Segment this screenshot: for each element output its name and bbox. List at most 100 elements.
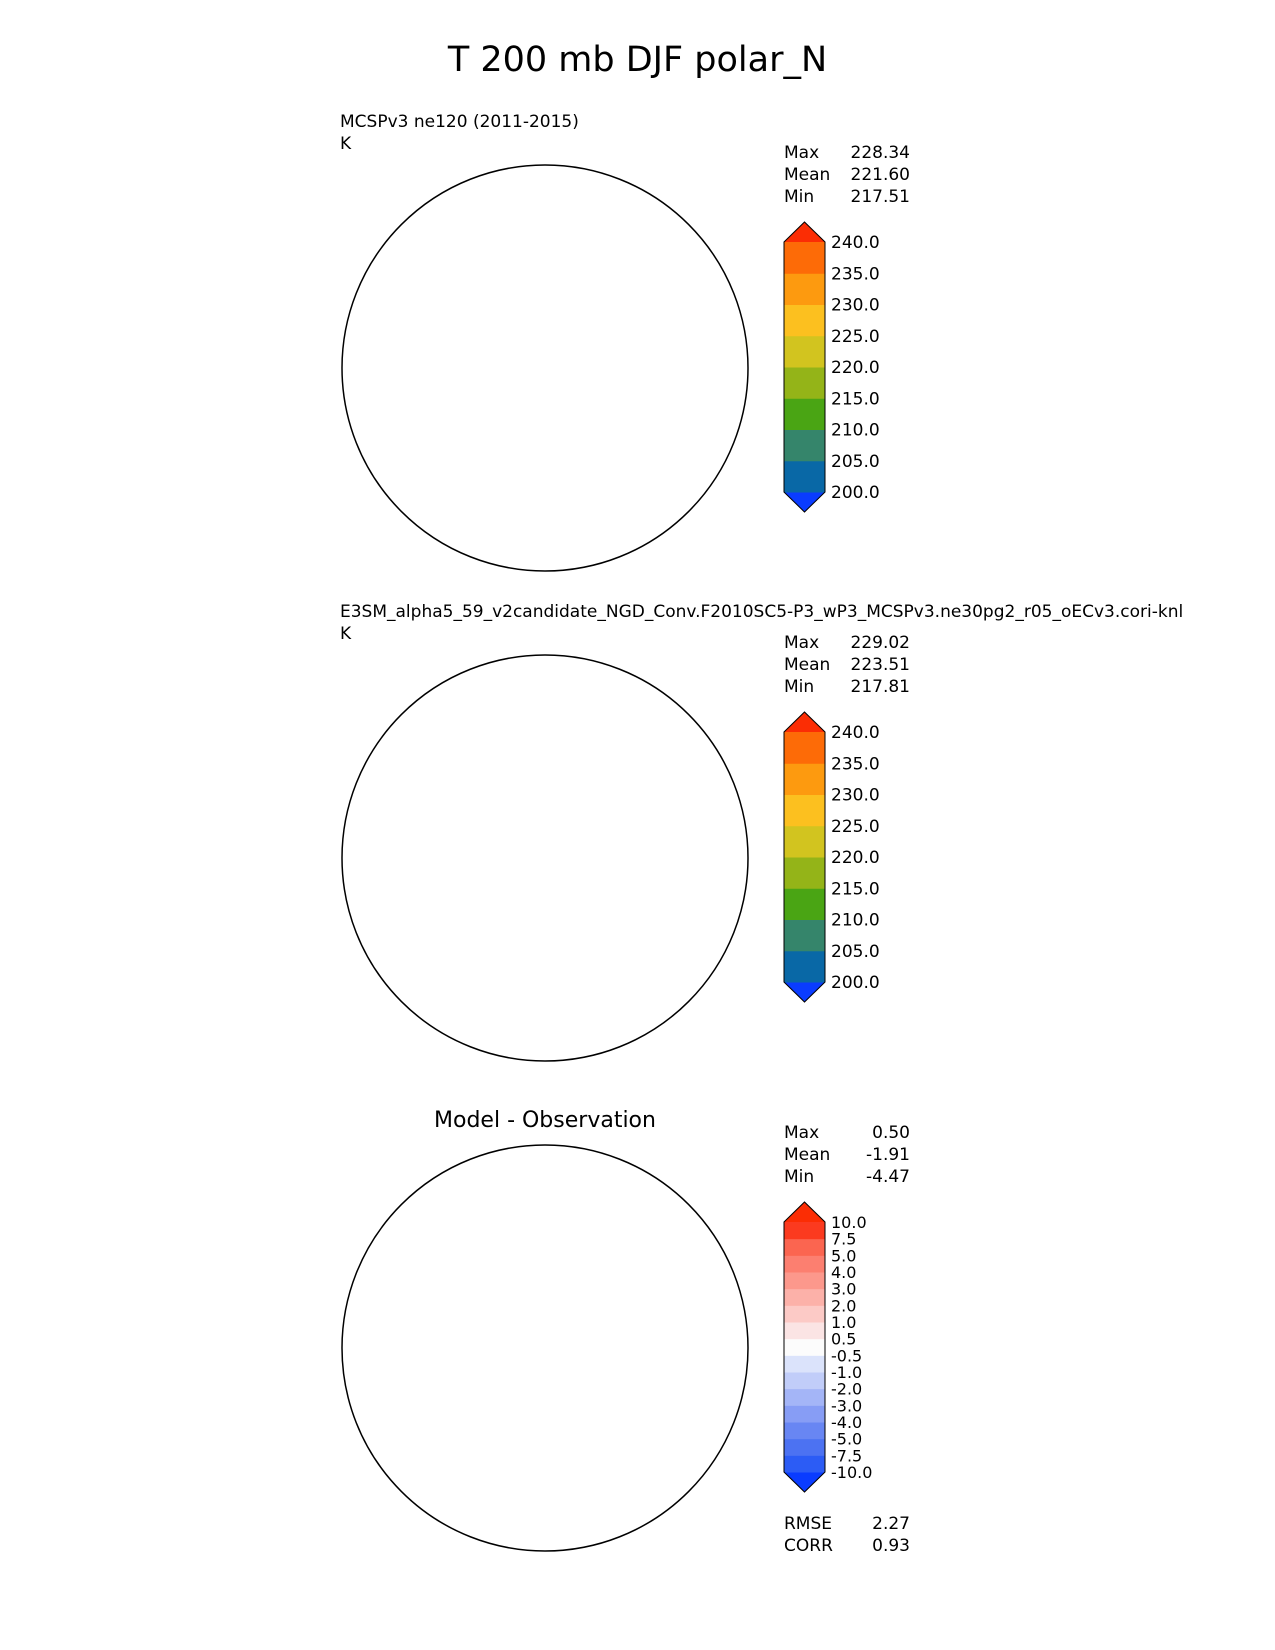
colorbar-tick-label: -5.0 xyxy=(831,1430,862,1449)
colorbar-tick-label: 200.0 xyxy=(831,973,880,993)
colorbar-tick-label: -0.5 xyxy=(831,1346,862,1365)
island-outline xyxy=(576,864,586,872)
colorbar-tick-label: 205.0 xyxy=(831,942,880,962)
contour-region xyxy=(425,528,645,566)
meridian-line xyxy=(545,1244,725,1348)
meridian-line xyxy=(441,1168,545,1348)
stat-value: 228.34 xyxy=(850,143,910,163)
stat-label: Max xyxy=(784,633,820,653)
colorbar-tick-label: 7.5 xyxy=(831,1230,856,1249)
meridian-line xyxy=(365,264,545,368)
colorbar-1: 200.0 205.0 210.0 215.0 220.0 225.0 230.0 235.0… xyxy=(783,221,880,513)
colorbar-tick-label: 4.0 xyxy=(831,1263,856,1282)
latitude-ring xyxy=(483,796,607,920)
island-outline xyxy=(496,846,514,858)
pole-marker xyxy=(543,1346,547,1350)
meridian-line xyxy=(545,678,649,858)
island-outline xyxy=(503,1214,515,1222)
map-border xyxy=(341,164,749,572)
colorbar-segment xyxy=(784,429,825,462)
island-outline xyxy=(481,1316,497,1328)
stat-value: 2.27 xyxy=(872,1514,910,1534)
colorbar-tick-label: 230.0 xyxy=(831,786,880,806)
contour-region xyxy=(365,1218,525,1411)
colorbar-segment xyxy=(784,888,825,920)
colorbar-segment xyxy=(784,1355,825,1373)
colorbar-segment xyxy=(784,1455,825,1473)
meridian-line xyxy=(365,858,545,962)
latitude-ring xyxy=(514,1317,576,1379)
meridian-line xyxy=(545,858,725,962)
contour-region xyxy=(342,1158,555,1482)
coastline xyxy=(565,662,625,734)
colorbar-tick-label: 215.0 xyxy=(831,879,880,899)
island-outline xyxy=(469,469,489,483)
map-fill xyxy=(337,650,753,1066)
colorbar-segment xyxy=(784,460,825,493)
colorbar-segment xyxy=(784,398,825,430)
polar-map-1 xyxy=(341,162,749,572)
coastline xyxy=(585,932,645,1018)
coastline xyxy=(625,356,671,454)
island-outline xyxy=(503,724,515,732)
latitude-ring xyxy=(359,1162,731,1534)
colorbar-tick-label: 10.0 xyxy=(831,1213,867,1232)
meridian-line xyxy=(365,754,545,858)
colorbar-tick-label: -2.0 xyxy=(831,1380,862,1399)
colorbar-tick-label: 210.0 xyxy=(831,421,880,441)
colorbar-segment xyxy=(784,1322,825,1340)
meridian-line xyxy=(545,368,649,548)
meridian-line xyxy=(545,1348,649,1528)
colorbar-segment xyxy=(784,1388,825,1406)
latitude-ring xyxy=(421,244,669,492)
panel-2-title: E3SM_alpha5_59_v2candidate_NGD_Conv.F201… xyxy=(340,602,1184,622)
coastline xyxy=(365,908,421,956)
coastline xyxy=(495,1498,549,1548)
colorbar-segment xyxy=(784,1238,825,1256)
island-outline xyxy=(461,1301,481,1315)
colorbar-3: -10.0-7.5-5.0-4.0-3.0-2.0-1.0-0.50.51.02… xyxy=(783,1201,872,1493)
contour-region xyxy=(665,1324,745,1418)
meridian-line xyxy=(545,188,649,368)
colorbar-segment xyxy=(784,1305,825,1323)
island-outline xyxy=(431,1283,459,1301)
island-outline xyxy=(609,1364,621,1372)
stat-value: 0.50 xyxy=(872,1123,910,1143)
meridian-line xyxy=(365,1348,545,1452)
island-outline xyxy=(496,1336,514,1348)
colorbar-outline xyxy=(783,221,826,513)
panel-2-units: K xyxy=(340,624,352,644)
island-outline xyxy=(481,826,497,838)
panel-1-units: K xyxy=(340,134,352,154)
colorbar-segment xyxy=(784,335,825,368)
map-fill xyxy=(337,1140,753,1556)
colorbar-tick-label: 5.0 xyxy=(831,1246,856,1265)
contour-region xyxy=(485,655,705,748)
latitude-ring xyxy=(390,213,700,523)
colorbar-tick-label: 240.0 xyxy=(831,723,880,743)
coastline xyxy=(585,442,645,528)
colorbar-segment xyxy=(784,1405,825,1423)
colorbar-extend-max xyxy=(784,1202,825,1222)
coastline xyxy=(625,846,671,944)
island-outline xyxy=(430,883,444,893)
island-outline xyxy=(431,793,459,811)
colorbar-extend-min xyxy=(784,492,825,512)
island-outline xyxy=(609,384,621,392)
colorbar-segment xyxy=(784,732,825,764)
island-outline xyxy=(503,234,515,242)
meridian-line xyxy=(441,1348,545,1528)
contour-region xyxy=(485,162,685,248)
island-outline xyxy=(461,811,481,825)
island-outline xyxy=(576,374,586,382)
latitude-ring xyxy=(359,182,731,554)
stat-label: Min xyxy=(784,1167,815,1187)
stat-label: Max xyxy=(784,143,820,163)
colorbar-extend-max xyxy=(784,222,825,242)
stat-value: 217.51 xyxy=(850,187,910,207)
stat-label: Max xyxy=(784,1123,820,1143)
stat-value: 223.51 xyxy=(850,655,910,675)
colorbar-tick-label: 235.0 xyxy=(831,264,880,284)
stat-value: 229.02 xyxy=(850,633,910,653)
